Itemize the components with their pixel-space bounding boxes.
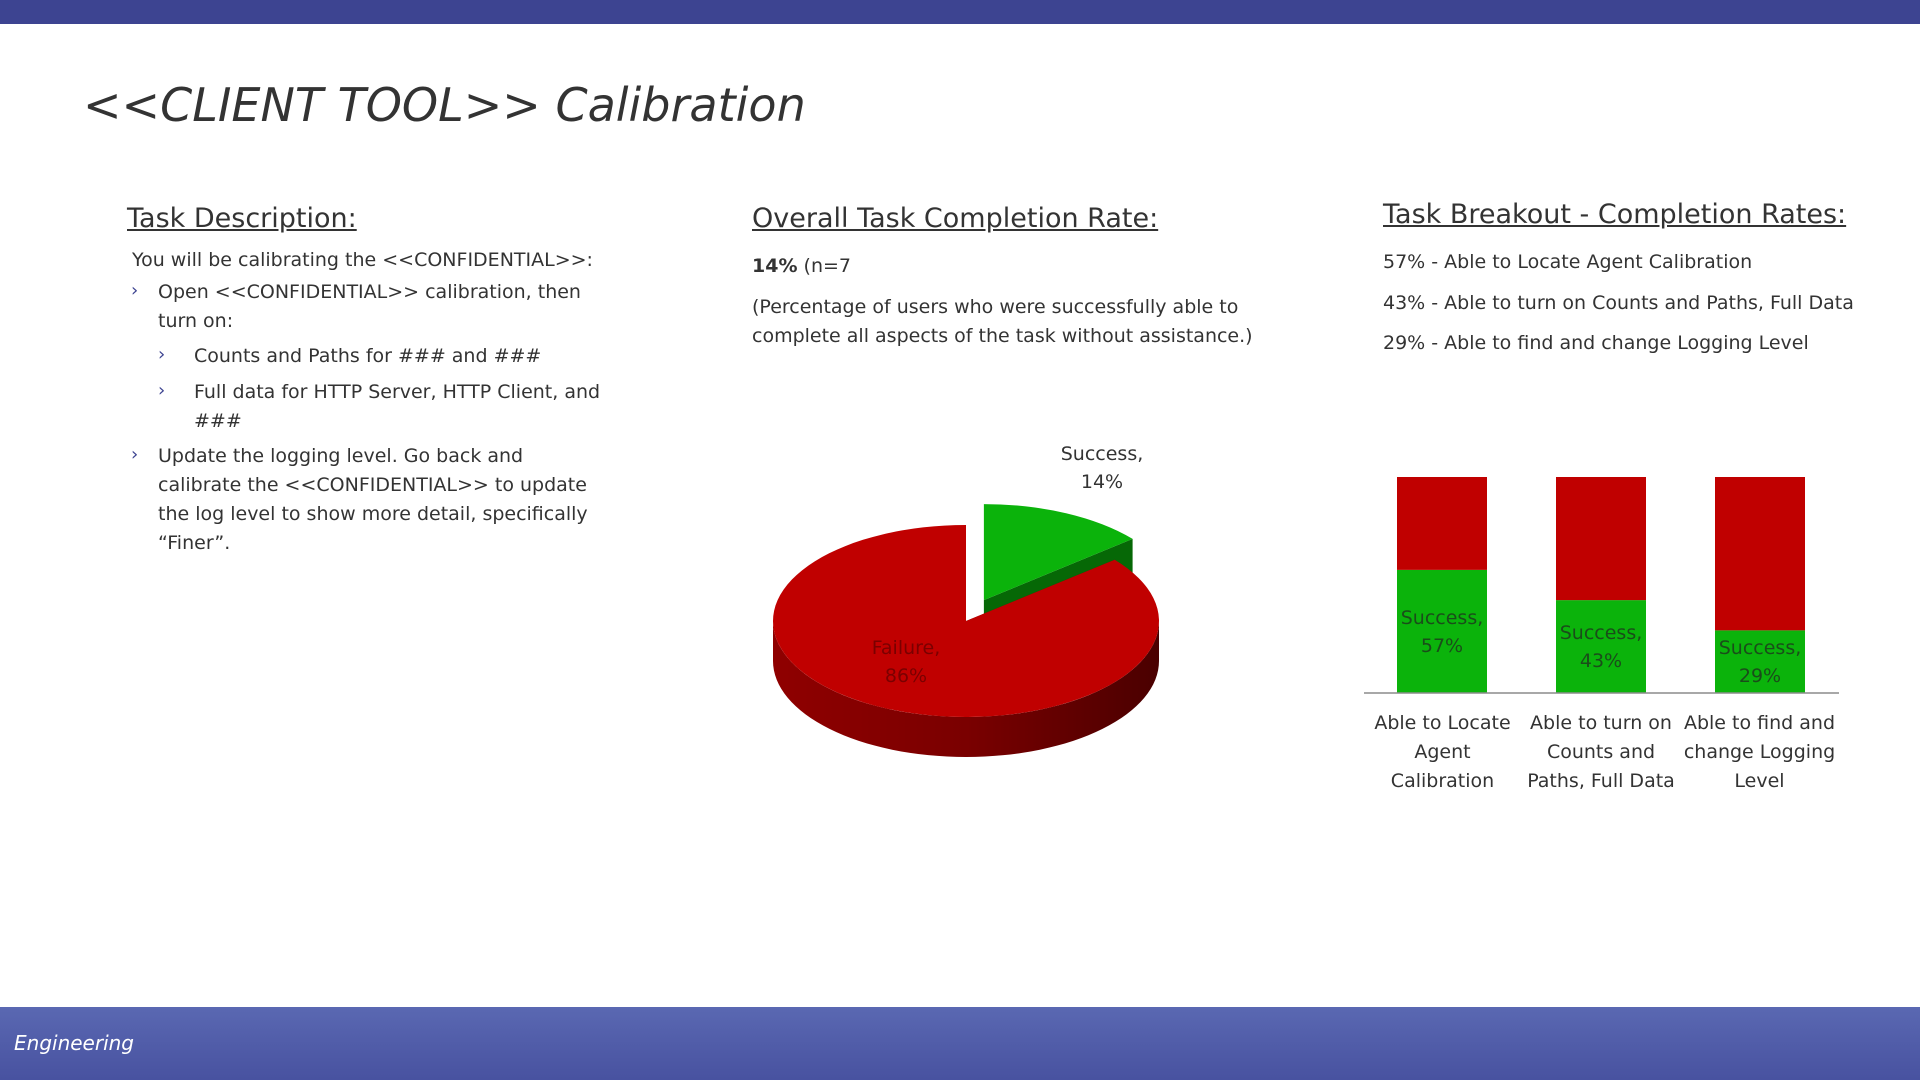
bar-success-2	[1556, 600, 1646, 693]
footer-label: Engineering	[14, 1031, 134, 1055]
stacked-bar-chart	[1364, 477, 1839, 694]
breakout-line-1: 57% - Able to Locate Agent Calibration	[1383, 251, 1753, 273]
failure-slice	[773, 525, 1159, 717]
sub-bullet-icon: ›	[158, 344, 166, 365]
bar-failure-3	[1715, 477, 1805, 631]
overall-rate-value: 14%	[752, 255, 798, 277]
sub-bullet-full-data: Full data for HTTP Server, HTTP Client, …	[194, 381, 601, 432]
pie-label-failure: Failure, 86%	[871, 637, 941, 687]
success-slice	[983, 504, 1133, 601]
pie-chart	[773, 504, 1159, 757]
slide-title: <<CLIENT TOOL>> Calibration	[83, 78, 806, 132]
bar-label-success-3: Success, 29%	[1718, 637, 1802, 687]
breakout-heading: Task Breakout - Completion Rates:	[1383, 199, 1847, 230]
bar-category-label-3: Able to find and change Logging Level	[1683, 712, 1836, 792]
task-description-heading: Task Description:	[127, 203, 357, 234]
bullet-icon: ›	[131, 444, 139, 465]
bar-failure-2	[1556, 477, 1646, 601]
breakout-line-2: 43% - Able to turn on Counts and Paths, …	[1383, 292, 1854, 314]
overall-rate-line: 14% (n=7	[752, 252, 851, 281]
breakout-line-3: 29% - Able to find and change Logging Le…	[1383, 332, 1809, 354]
bar-label-success-2: Success, 43%	[1559, 622, 1643, 672]
footer-bar: Engineering	[0, 1007, 1920, 1080]
bar-category-label-2: Able to turn on Counts and Paths, Full D…	[1527, 712, 1675, 792]
bullet-open-calibration: Open <<CONFIDENTIAL>> calibration, then …	[158, 281, 581, 332]
sub-bullet-icon: ›	[158, 380, 166, 401]
bullet-update-logging: Update the logging level. Go back and ca…	[158, 445, 588, 554]
bar-failure-1	[1397, 477, 1487, 570]
bar-label-success-1: Success, 57%	[1400, 607, 1484, 657]
pie-label-success: Success, 14%	[1060, 443, 1144, 493]
overall-sample-size: (n=7	[803, 255, 851, 277]
bar-success-3	[1715, 630, 1805, 693]
overall-note: (Percentage of users who were successful…	[752, 296, 1253, 347]
overall-completion-heading: Overall Task Completion Rate:	[752, 203, 1159, 234]
failure-slice-side	[773, 621, 1159, 757]
task-intro: You will be calibrating the <<CONFIDENTI…	[132, 249, 593, 271]
bullet-icon: ›	[131, 280, 139, 301]
bar-success-1	[1397, 569, 1487, 693]
bar-category-label-1: Able to Locate Agent Calibration	[1374, 712, 1511, 792]
sub-bullet-counts-paths: Counts and Paths for ### and ###	[194, 345, 542, 367]
top-accent-bar	[0, 0, 1920, 24]
